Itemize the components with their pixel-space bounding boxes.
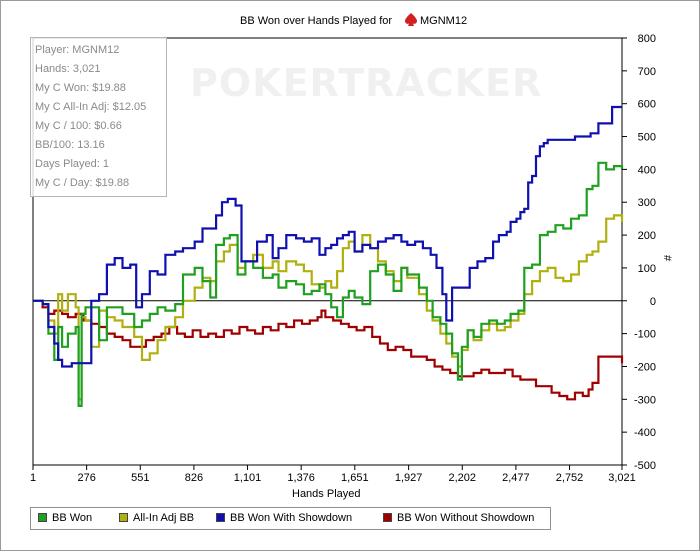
legend-label: BB Won With Showdown [230,512,353,524]
stat-hands: Hands: 3,021 [35,63,101,75]
y-tick-label: -500 [634,460,656,472]
x-tick-label: 1 [30,472,36,484]
x-tick-label: 1,101 [234,472,262,484]
chart-title-player: MGNM12 [420,15,467,27]
stat-allin-adj: My C All-In Adj: $12.05 [35,101,147,113]
y-tick-label: 500 [638,132,656,144]
series-line-bb-won-without-showdown [33,299,624,401]
chart-title-text: BB Won over Hands Played for [240,15,392,27]
y-tick-label: -200 [634,361,656,373]
legend-item-without-showdown[interactable]: BB Won Without Showdown [383,512,534,524]
x-tick-label: 1,927 [395,472,423,484]
x-axis-label: Hands Played [292,488,361,500]
x-tick-label: 276 [77,472,95,484]
x-tick-label: 3,021 [608,472,636,484]
stat-days-played: Days Played: 1 [35,158,109,170]
y-axis-ticks: -500 -400 -300 -200 -100 0 100 200 300 400 500 600 7… [622,33,656,472]
legend-swatch-allin-adj [119,513,128,522]
y-tick-label: 600 [638,99,656,111]
y-tick-label: -100 [634,329,656,341]
y-tick-label: 300 [638,197,656,209]
x-axis-ticks: 1 276 551 826 1,101 1,376 1,651 1,927 2,202 2,477… [30,465,636,484]
chart-legend: BB Won All-In Adj BB BB Won With Showdow… [30,507,551,530]
legend-label: BB Won Without Showdown [397,512,535,524]
stat-won: My C Won: $19.88 [35,82,126,94]
stat-per-day: My C / Day: $19.88 [35,177,130,189]
chart-title: BB Won over Hands Played for MGNM12 [240,13,467,27]
x-tick-label: 1,376 [287,472,315,484]
x-tick-label: 2,477 [502,472,530,484]
legend-item-allin-adj[interactable]: All-In Adj BB [119,512,194,524]
legend-label: BB Won [52,512,93,524]
y-tick-label: 700 [638,66,656,78]
series-line-bb-won-with-showdown [33,105,622,368]
stats-panel: Player: MGNM12 Hands: 3,021 My C Won: $1… [30,37,167,197]
y-tick-label: 800 [638,33,656,45]
stat-bb-per-100: BB/100: 13.16 [35,139,105,151]
legend-swatch-without-showdown [383,513,392,522]
y-tick-label: 0 [650,296,656,308]
x-tick-label: 2,752 [556,472,584,484]
series-line-all-in-adj-bb [33,214,624,401]
y-tick-label: -300 [634,394,656,406]
y-tick-label: 400 [638,164,656,176]
legend-swatch-bb-won [38,513,47,522]
series-group [33,105,624,407]
plot-border [32,37,623,466]
legend-item-with-showdown[interactable]: BB Won With Showdown [216,512,352,524]
y-axis-label: # [661,255,673,262]
x-tick-label: 826 [185,472,203,484]
legend-label: All-In Adj BB [133,512,195,524]
y-tick-label: 200 [638,230,656,242]
x-tick-label: 1,651 [341,472,369,484]
legend-item-bb-won[interactable]: BB Won [38,512,92,524]
series-line-bb-won [33,161,624,407]
x-tick-label: 2,202 [449,472,477,484]
x-tick-label: 551 [131,472,149,484]
y-tick-label: -400 [634,427,656,439]
stat-per-100: My C / 100: $0.66 [35,120,122,132]
poker-spade-icon [405,13,417,26]
stat-player: Player: MGNM12 [35,44,120,56]
watermark-text: POKERTRACKER [190,61,542,105]
legend-swatch-with-showdown [216,513,225,522]
y-tick-label: 100 [638,263,656,275]
